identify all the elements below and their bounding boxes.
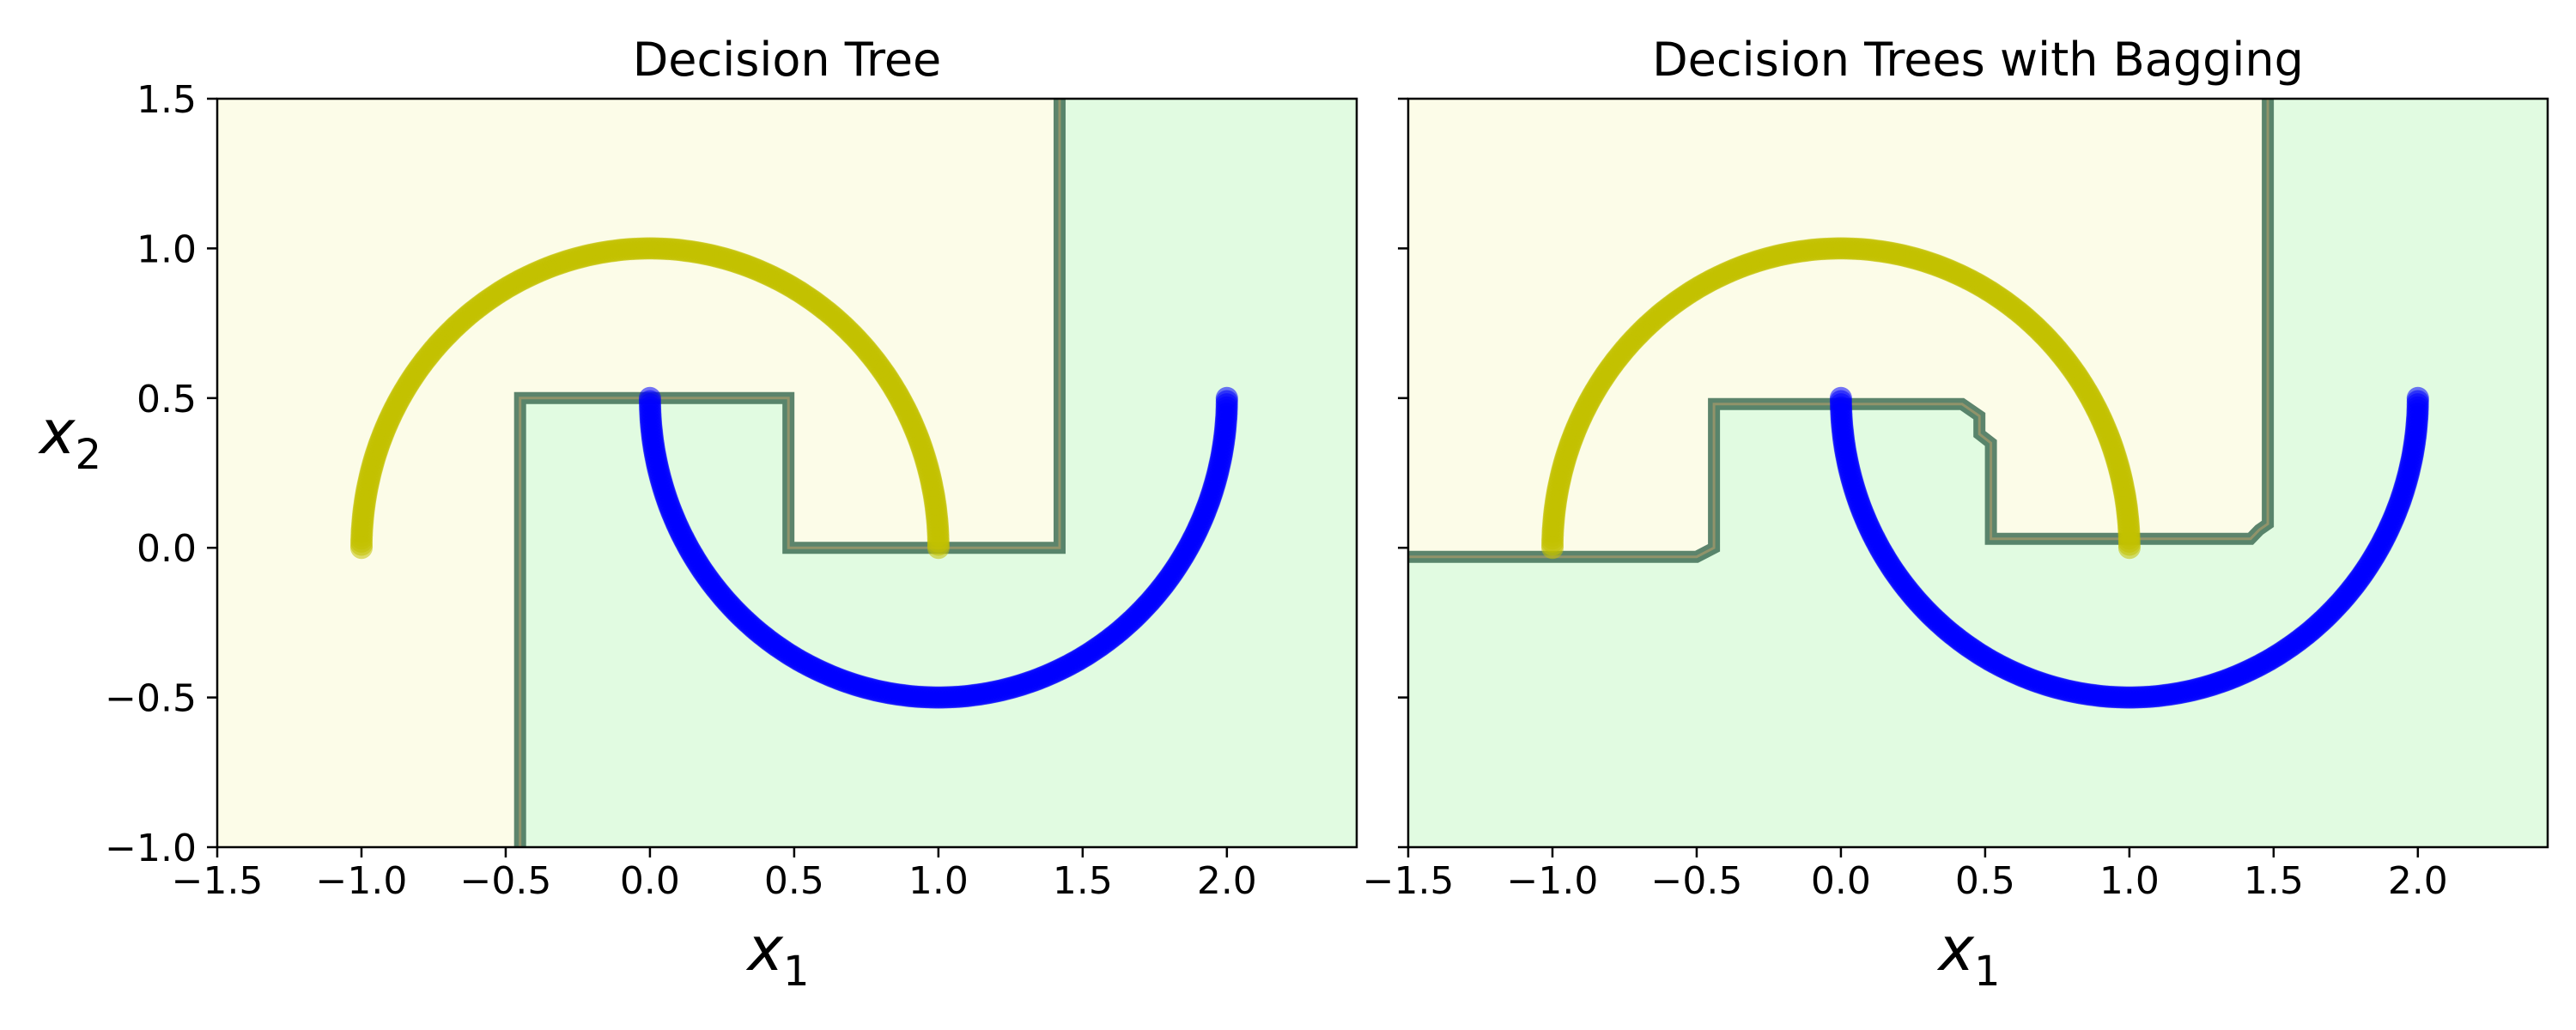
x-tick-label: 0.5 — [764, 859, 824, 903]
x-tick-label: −1.5 — [172, 859, 264, 903]
y-tick-label: 1.0 — [137, 227, 197, 271]
class-0-region — [1408, 99, 2269, 557]
x-tick-label: 0.0 — [620, 859, 680, 903]
data-point — [1215, 386, 1238, 409]
data-point — [1541, 536, 1564, 560]
chart-title: Decision Tree — [633, 33, 942, 87]
x-tick-label: 1.0 — [908, 859, 969, 903]
x-tick-label: −1.0 — [316, 859, 408, 903]
x-tick-label: 2.0 — [2388, 859, 2448, 903]
data-point — [2406, 386, 2429, 409]
axes-frame — [1406, 97, 2549, 849]
chart-title: Decision Trees with Bagging — [1652, 33, 2304, 87]
x-tick-label: 0.0 — [1811, 859, 1871, 903]
x-tick-label: −1.0 — [1507, 859, 1599, 903]
x-tick-label: 1.5 — [1053, 859, 1113, 903]
axes-frame — [216, 97, 1358, 849]
x-tick-label: 0.5 — [1955, 859, 2015, 903]
y-tick-label: 1.5 — [137, 78, 197, 122]
y-axis-label: x2 — [38, 397, 101, 479]
class-0-region — [217, 99, 1060, 847]
x-tick-label: 1.5 — [2244, 859, 2304, 903]
x-tick-label: 1.0 — [2099, 859, 2160, 903]
x-tick-label: 2.0 — [1197, 859, 1257, 903]
y-tick-label: 0.0 — [137, 527, 197, 571]
y-tick-label: 0.5 — [137, 378, 197, 421]
x-tick-label: −0.5 — [1651, 859, 1743, 903]
x-tick-label: −0.5 — [460, 859, 552, 903]
data-point — [350, 536, 373, 560]
y-tick-label: −0.5 — [105, 677, 197, 721]
decision-tree-panel: −1.5 −1.0 −0.5 0.0 0.5 1.0 1.5 2.0−1.0−0.50.00.… — [38, 33, 1358, 996]
x-tick-label: −1.5 — [1363, 859, 1455, 903]
x-axis-label: x1 — [746, 914, 810, 996]
x-axis-label: x1 — [1937, 914, 2001, 996]
bagging-panel: −1.5 −1.0 −0.5 0.0 0.5 1.0 1.5 2.0 Decision Tree… — [1363, 33, 2549, 996]
decision-boundary-contour — [519, 99, 1061, 847]
y-tick-label: −1.0 — [105, 827, 197, 870]
decision-boundary-contour — [1408, 99, 2269, 559]
